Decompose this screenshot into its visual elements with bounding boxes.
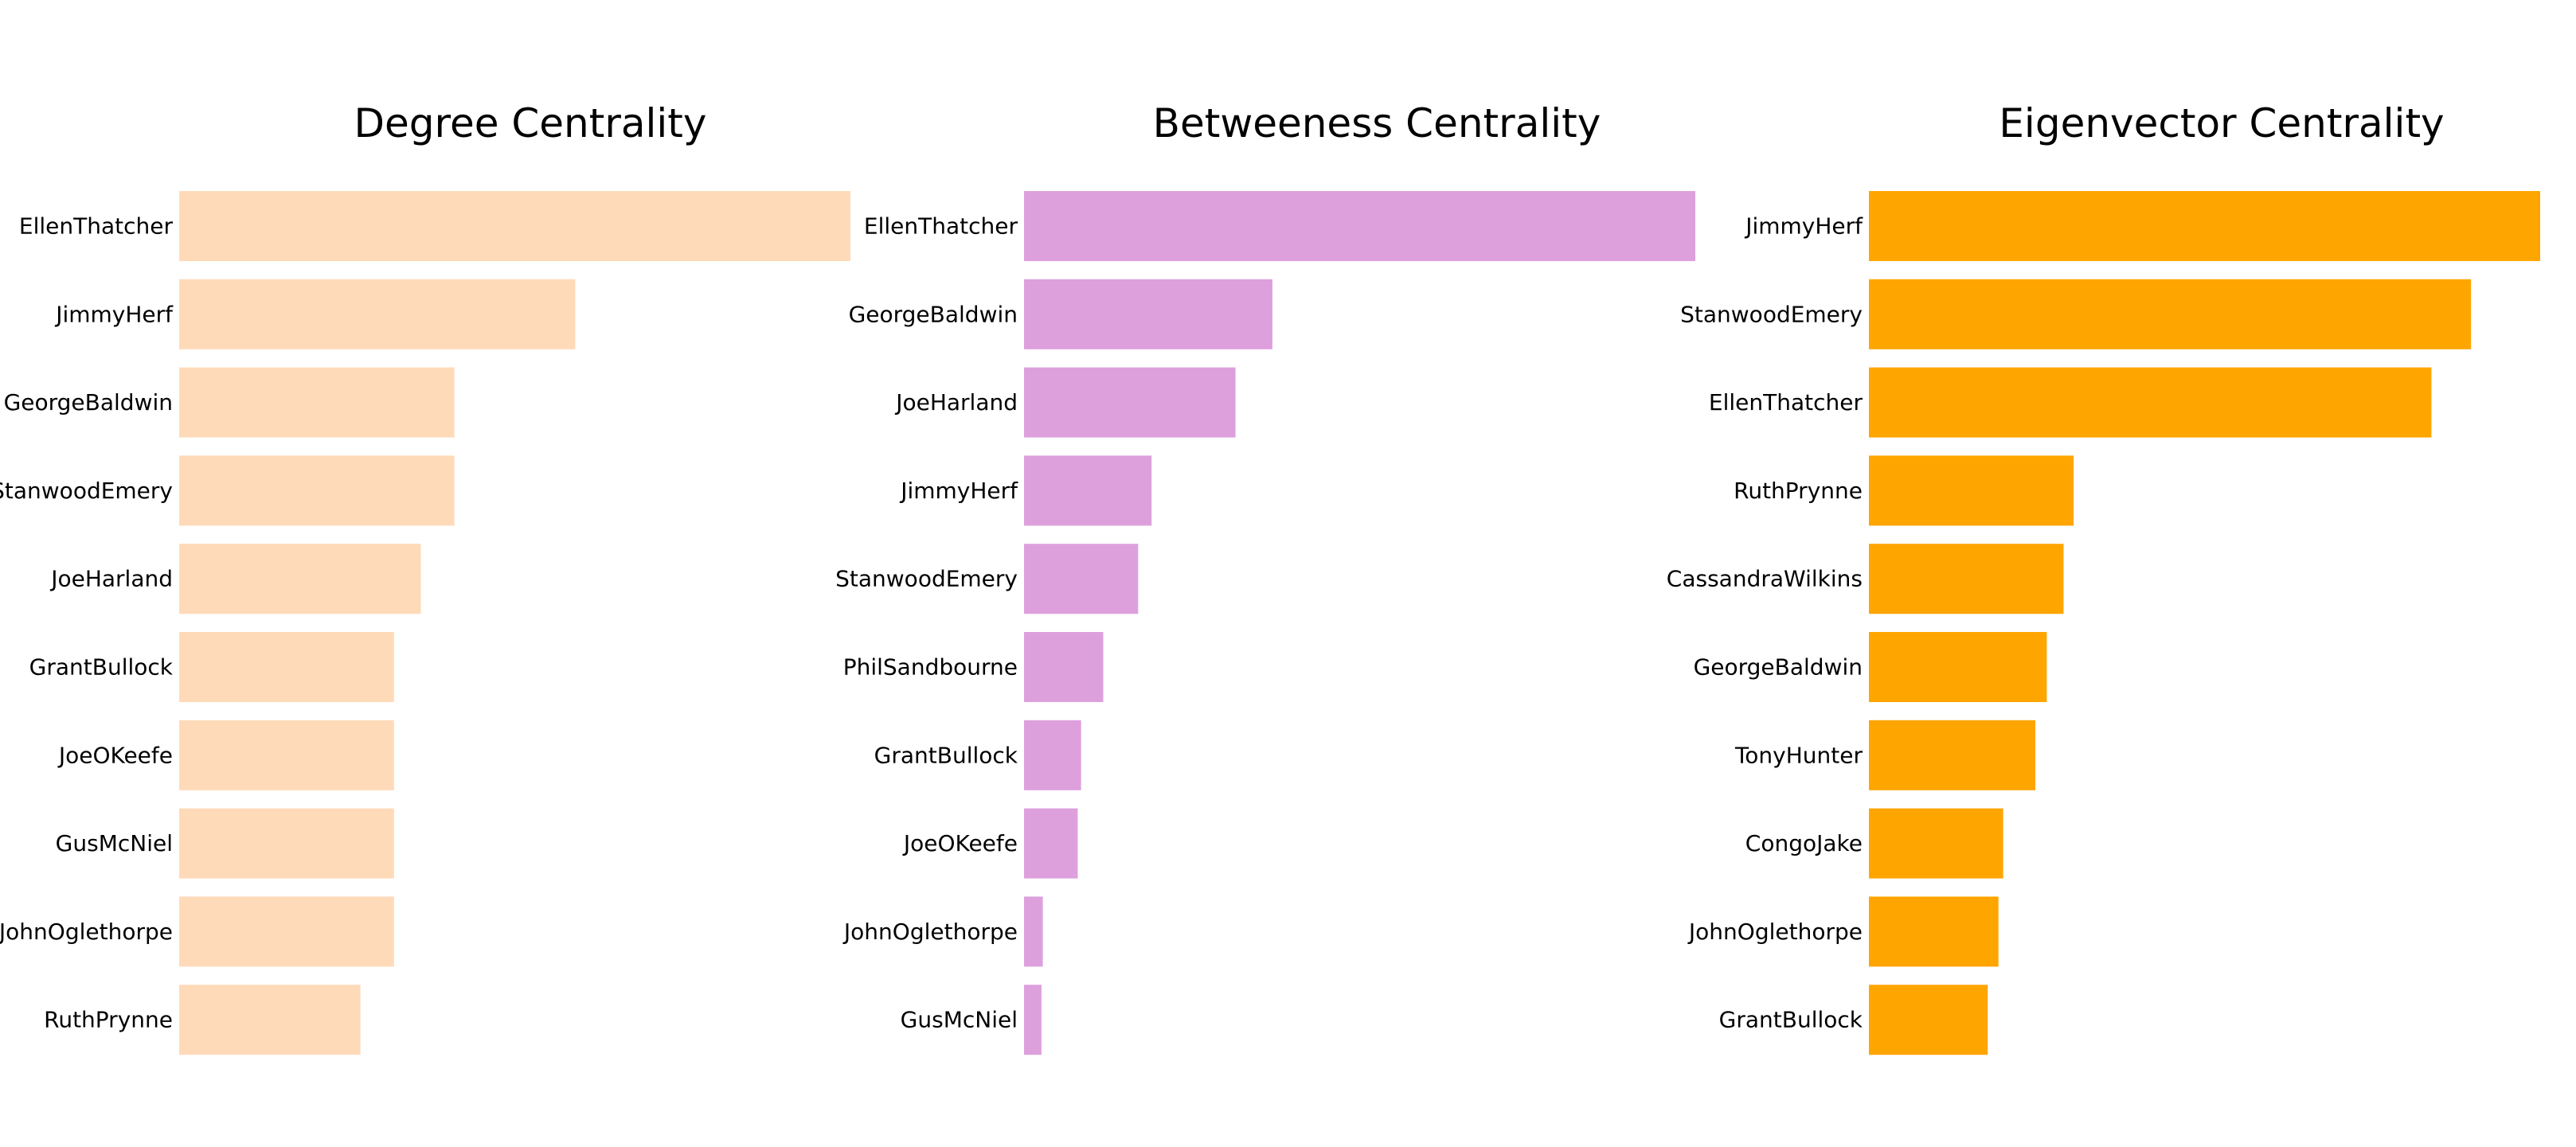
eigenvector-centrality-tick-label: CassandraWilkins	[1667, 566, 1863, 592]
betweeness-centrality-bar	[1024, 720, 1081, 790]
degree-centrality-bar	[179, 279, 576, 349]
betweeness-centrality-tick-label: JimmyHerf	[899, 478, 1018, 504]
degree-centrality-bar	[179, 455, 455, 526]
eigenvector-centrality-tick-label: GeorgeBaldwin	[1694, 654, 1863, 681]
betweeness-centrality-bar	[1024, 544, 1139, 614]
degree-centrality-bar	[179, 985, 361, 1055]
betweeness-centrality-bar	[1024, 632, 1104, 702]
eigenvector-centrality-tick-labels: JimmyHerf StanwoodEmery EllenThatcher RuthP…	[1667, 213, 1863, 1033]
eigenvector-centrality-bar	[1869, 632, 2047, 702]
eigenvector-centrality-tick-label: CongoJake	[1745, 830, 1863, 856]
eigenvector-centrality-bar	[1869, 720, 2036, 790]
eigenvector-centrality-tick-label: JohnOglethorpe	[1687, 919, 1863, 945]
degree-centrality-tick-label: JoeOKeefe	[57, 742, 173, 768]
degree-centrality-bar	[179, 191, 850, 261]
degree-centrality-tick-label: GrantBullock	[29, 654, 174, 681]
betweeness-centrality-bar	[1024, 896, 1043, 967]
betweeness-centrality-tick-label: GeorgeBaldwin	[849, 301, 1018, 327]
betweeness-centrality-tick-label: StanwoodEmery	[835, 566, 1018, 592]
betweeness-centrality-tick-label: EllenThatcher	[864, 213, 1018, 240]
betweeness-centrality-tick-label: PhilSandbourne	[843, 654, 1018, 681]
degree-centrality-tick-label: JohnOglethorpe	[0, 919, 173, 945]
degree-centrality-bar	[179, 544, 421, 614]
betweeness-centrality-bar	[1024, 279, 1272, 349]
eigenvector-centrality-tick-label: TonyHunter	[1734, 742, 1863, 768]
eigenvector-centrality-panel: Eigenvector Centrality JimmyHerf Stanwood…	[1667, 100, 2540, 1055]
eigenvector-centrality-bar	[1869, 896, 1999, 967]
degree-centrality-bar	[179, 367, 455, 438]
degree-centrality-tick-label: GeorgeBaldwin	[4, 389, 173, 415]
degree-centrality-tick-label: GusMcNiel	[56, 830, 173, 856]
degree-centrality-tick-label: JimmyHerf	[54, 301, 174, 327]
eigenvector-centrality-tick-label: JimmyHerf	[1744, 213, 1863, 240]
betweeness-centrality-bar	[1024, 367, 1236, 438]
betweeness-centrality-bar	[1024, 808, 1078, 879]
eigenvector-centrality-bars	[1869, 191, 2540, 1055]
betweeness-centrality-bar	[1024, 191, 1695, 261]
eigenvector-centrality-title: Eigenvector Centrality	[1999, 100, 2444, 146]
eigenvector-centrality-tick-label: GrantBullock	[1719, 1007, 1863, 1033]
degree-centrality-tick-label: EllenThatcher	[19, 213, 174, 240]
betweeness-centrality-tick-label: GusMcNiel	[901, 1007, 1018, 1033]
degree-centrality-tick-label: RuthPrynne	[44, 1007, 173, 1033]
betweeness-centrality-tick-label: JohnOglethorpe	[842, 919, 1018, 945]
eigenvector-centrality-bar	[1869, 808, 2003, 879]
degree-centrality-title: Degree Centrality	[354, 100, 706, 146]
betweeness-centrality-bars	[1024, 191, 1695, 1055]
eigenvector-centrality-tick-label: StanwoodEmery	[1680, 301, 1863, 327]
eigenvector-centrality-bar	[1869, 279, 2472, 349]
degree-centrality-bar	[179, 896, 394, 967]
eigenvector-centrality-bar	[1869, 985, 1988, 1055]
eigenvector-centrality-tick-label: RuthPrynne	[1734, 478, 1863, 504]
betweeness-centrality-title: Betweeness Centrality	[1153, 100, 1601, 146]
degree-centrality-tick-label: JoeHarland	[49, 566, 173, 592]
betweeness-centrality-tick-label: JoeOKeefe	[902, 830, 1018, 856]
betweeness-centrality-tick-label: GrantBullock	[874, 742, 1018, 768]
degree-centrality-panel: Degree Centrality EllenThatcher JimmyHerf…	[0, 100, 850, 1055]
eigenvector-centrality-bar	[1869, 544, 2064, 614]
degree-centrality-bar	[179, 808, 394, 879]
degree-centrality-tick-labels: EllenThatcher JimmyHerf GeorgeBaldwin Stanw…	[0, 213, 174, 1033]
eigenvector-centrality-bar	[1869, 455, 2074, 526]
degree-centrality-bar	[179, 720, 394, 790]
eigenvector-centrality-bar	[1869, 367, 2432, 438]
degree-centrality-bars	[179, 191, 850, 1055]
degree-centrality-tick-label: StanwoodEmery	[0, 478, 173, 504]
betweeness-centrality-tick-label: JoeHarland	[894, 389, 1018, 415]
betweeness-centrality-panel: Betweeness Centrality EllenThatcher Georg…	[835, 100, 1695, 1055]
betweeness-centrality-bar	[1024, 455, 1152, 526]
betweeness-centrality-tick-labels: EllenThatcher GeorgeBaldwin JoeHarland Jimm…	[835, 213, 1018, 1033]
betweeness-centrality-bar	[1024, 985, 1042, 1055]
eigenvector-centrality-tick-label: EllenThatcher	[1709, 389, 1863, 415]
eigenvector-centrality-bar	[1869, 191, 2540, 261]
degree-centrality-bar	[179, 632, 394, 702]
